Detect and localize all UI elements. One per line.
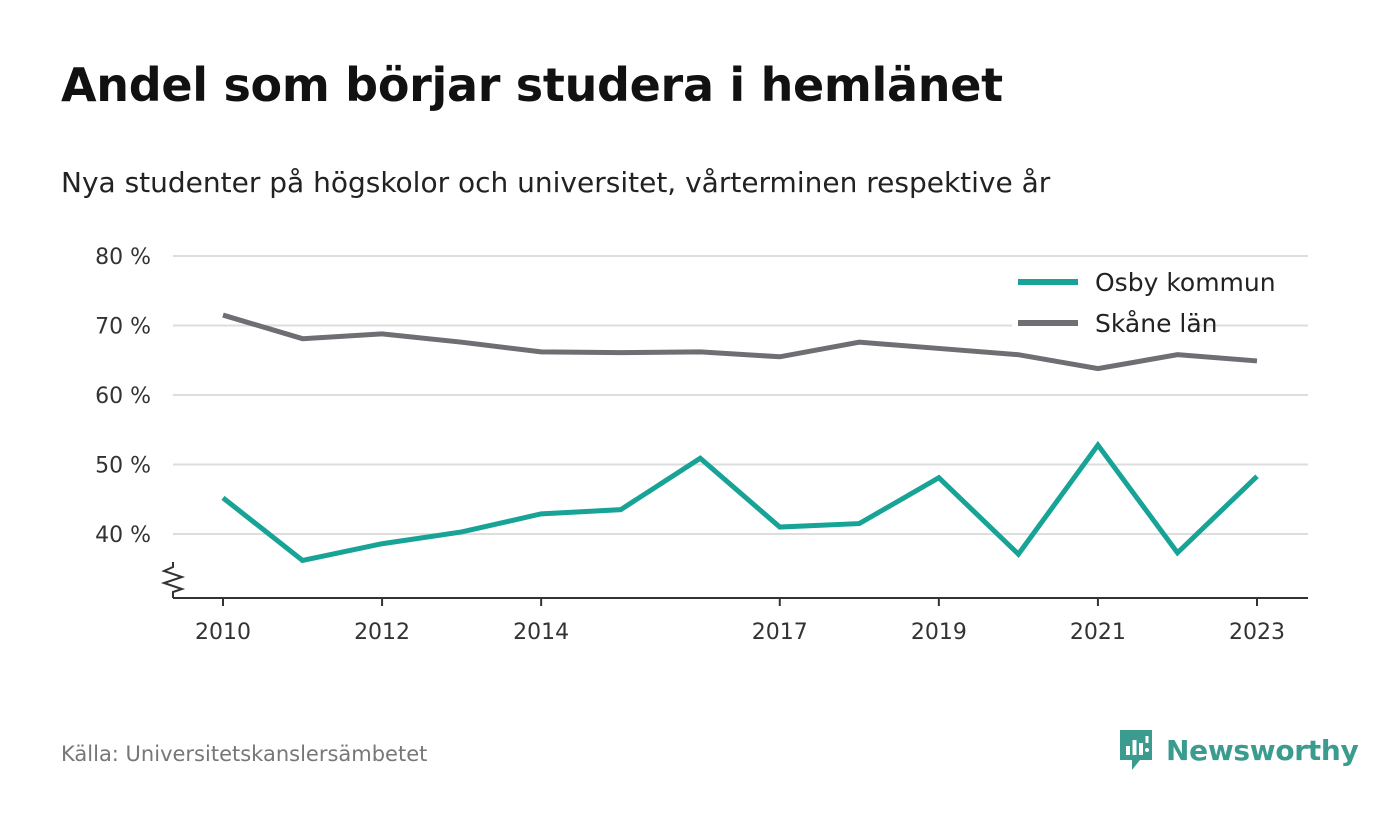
x-tick-label: 2012 bbox=[354, 620, 410, 645]
x-tick-label: 2023 bbox=[1229, 620, 1285, 645]
newsworthy-logo-icon bbox=[1120, 730, 1152, 770]
source-note: Källa: Universitetskanslersämbetet bbox=[61, 742, 428, 766]
legend-label: Osby kommun bbox=[1095, 268, 1276, 297]
y-tick-label: 60 % bbox=[95, 384, 151, 409]
y-tick-label: 70 % bbox=[95, 315, 151, 340]
axes bbox=[160, 562, 1308, 599]
x-tick-label: 2014 bbox=[513, 620, 569, 645]
series-lines bbox=[221, 312, 1259, 564]
brand-name: Newsworthy bbox=[1166, 733, 1359, 767]
x-tick-label: 2021 bbox=[1070, 620, 1126, 645]
x-tick-label: 2017 bbox=[752, 620, 808, 645]
x-axis-ticks: 2010 2012 2014 2017 2019 2021 2023 bbox=[195, 598, 1285, 645]
brand-logo: Newsworthy bbox=[1118, 728, 1359, 772]
x-tick-label: 2019 bbox=[911, 620, 967, 645]
legend-label: Skåne län bbox=[1095, 309, 1218, 338]
legend: Osby kommun Skåne län bbox=[1012, 268, 1276, 338]
y-axis-ticks: 40 % 50 % 60 % 70 % 80 % bbox=[95, 245, 151, 548]
y-tick-label: 50 % bbox=[95, 454, 151, 479]
chart-subtitle: Nya studenter på högskolor och universit… bbox=[61, 166, 1051, 199]
x-tick-label: 2010 bbox=[195, 620, 251, 645]
y-tick-label: 80 % bbox=[95, 245, 151, 270]
series-line-skane-lan bbox=[222, 312, 1258, 372]
series-line-osby-kommun bbox=[221, 440, 1259, 564]
y-axis-break bbox=[160, 562, 186, 598]
chart-title: Andel som börjar studera i hemlänet bbox=[61, 58, 1003, 112]
y-tick-label: 40 % bbox=[95, 523, 151, 548]
